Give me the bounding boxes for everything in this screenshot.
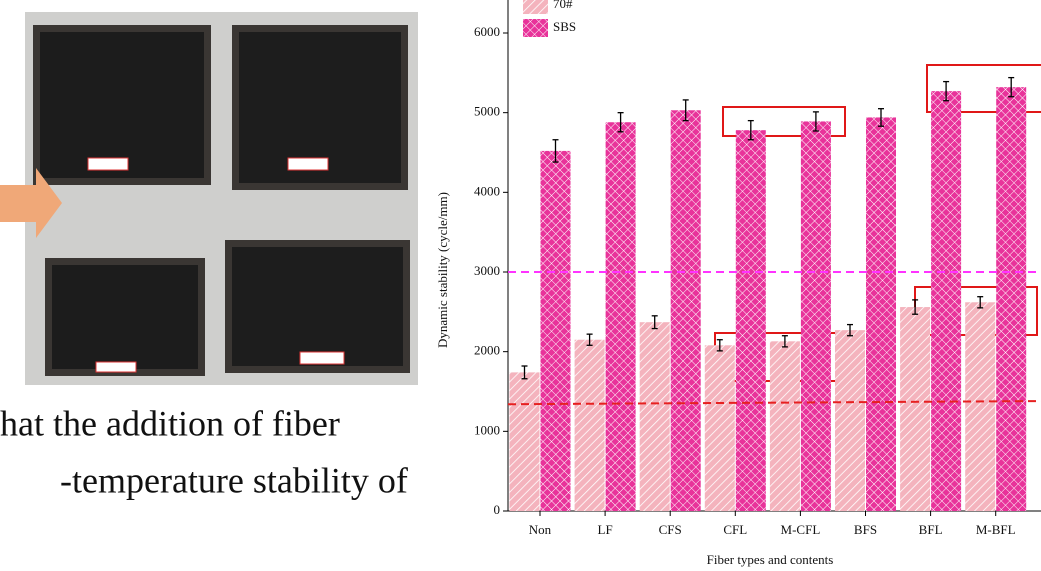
photo <box>0 12 418 385</box>
bar <box>835 330 865 511</box>
y-tick-label: 5000 <box>474 104 500 119</box>
y-tick-label: 0 <box>494 502 501 517</box>
page: {"slide_text": ["hat the addition of fib… <box>0 0 1041 571</box>
bar <box>866 117 896 511</box>
y-tick-label: 1000 <box>474 422 500 437</box>
y-tick-label: 3000 <box>474 263 500 278</box>
legend-swatch <box>523 19 548 37</box>
bar <box>770 341 800 511</box>
legend-label: SBS <box>553 19 576 34</box>
bar <box>640 322 670 511</box>
x-tick-label: CFS <box>659 522 682 537</box>
slide-text: hat the addition of fiber <box>0 403 340 443</box>
bar <box>671 110 701 511</box>
bar <box>705 345 735 511</box>
x-tick-label: BFS <box>854 522 877 537</box>
x-tick-label: M-CFL <box>781 522 821 537</box>
x-axis-label: Fiber types and contents <box>707 552 834 567</box>
y-axis-label: Dynamic stability (cycle/mm) <box>435 192 450 348</box>
bar <box>900 307 930 511</box>
bar <box>801 121 831 511</box>
bar <box>736 130 766 511</box>
bar <box>931 91 961 511</box>
y-tick-label: 6000 <box>474 24 500 39</box>
bar <box>510 372 540 511</box>
y-tick-label: 2000 <box>474 343 500 358</box>
bar <box>541 151 571 511</box>
bar <box>996 87 1026 511</box>
legend-swatch <box>523 0 548 14</box>
bar <box>965 302 995 511</box>
slide: hat the addition of fiber -temperature s… <box>0 0 1041 571</box>
slide-text: -temperature stability of <box>60 460 408 500</box>
y-tick-label: 4000 <box>474 183 500 198</box>
x-tick-label: BFL <box>919 522 943 537</box>
x-tick-label: CFL <box>723 522 747 537</box>
x-tick-label: LF <box>598 522 613 537</box>
bar <box>575 340 605 511</box>
bar <box>606 122 636 511</box>
x-tick-label: M-BFL <box>976 522 1016 537</box>
x-tick-label: Non <box>529 522 552 537</box>
legend-label: 70# <box>553 0 573 11</box>
